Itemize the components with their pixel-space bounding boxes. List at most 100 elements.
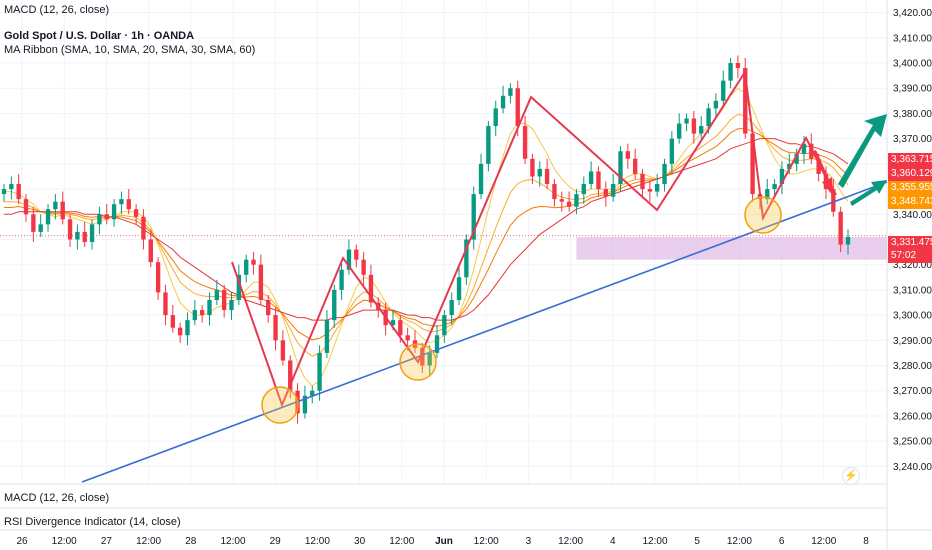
candle-body xyxy=(155,262,161,293)
candle-body xyxy=(288,360,293,391)
candle-body xyxy=(721,80,726,101)
candle-body xyxy=(618,151,623,185)
supply-zone xyxy=(576,236,887,260)
candle-body xyxy=(221,289,227,311)
candle-body xyxy=(368,274,374,303)
pivot-circle xyxy=(744,196,782,234)
ma-60-line xyxy=(4,138,849,321)
candle-body xyxy=(324,320,330,353)
x-tick-label: 12:00 xyxy=(811,536,836,547)
candle-body xyxy=(60,201,65,220)
time-axis[interactable]: 26 12:00 27 12:00 28 12:00 29 12:00 30 12:00 Jun 12… xyxy=(16,536,869,547)
candle-body xyxy=(111,204,117,220)
candle-body xyxy=(765,189,770,200)
candle-body xyxy=(67,219,73,240)
y-tick-label: 3,380.000 xyxy=(893,109,932,120)
y-tick-label: 3,340.000 xyxy=(893,210,932,221)
candle-body xyxy=(280,340,286,361)
candle-body xyxy=(82,231,87,242)
candle-body xyxy=(398,320,403,336)
candle-body xyxy=(581,184,586,195)
candle-body xyxy=(89,224,95,242)
candle-body xyxy=(508,88,513,96)
lightning-icon[interactable]: ⚡ xyxy=(842,467,860,485)
candle-body xyxy=(449,299,454,316)
trendline xyxy=(81,181,888,483)
candle-body xyxy=(735,63,741,69)
candle-body xyxy=(610,184,616,197)
pivot-circle xyxy=(261,386,299,424)
x-tick-label: 12:00 xyxy=(52,536,77,547)
candle-body xyxy=(632,158,638,174)
candle-body xyxy=(464,239,469,278)
x-tick-label: 12:00 xyxy=(136,536,161,547)
symbol-title[interactable]: Gold Spot / U.S. Dollar · 1h · OANDA xyxy=(4,30,195,42)
price-tag-ma-1: 3,363.715 xyxy=(888,153,932,167)
candle-body xyxy=(442,315,447,336)
candle-body xyxy=(654,184,660,192)
candle-body xyxy=(486,126,491,164)
candle-body xyxy=(258,264,264,300)
candle-body xyxy=(809,143,814,159)
x-tick-label: 12:00 xyxy=(389,536,414,547)
candle-body xyxy=(772,184,777,190)
candle-body xyxy=(214,289,220,300)
candle-body xyxy=(750,133,755,195)
y-tick-label: 3,250.000 xyxy=(893,437,932,448)
candle-body xyxy=(838,211,843,245)
ma-20-line xyxy=(4,113,849,357)
candle-body xyxy=(126,199,131,210)
x-tick-label: 3 xyxy=(526,536,532,547)
candle-body xyxy=(662,163,667,185)
candle-body xyxy=(185,320,190,336)
rsi-pane-label[interactable]: RSI Divergence Indicator (14, close) xyxy=(4,516,181,528)
candle-body xyxy=(434,335,440,353)
candle-body xyxy=(794,153,799,164)
price-tag-ma-4: 3,348.743 xyxy=(888,195,932,209)
candle-body xyxy=(53,201,58,210)
candle-body xyxy=(207,299,212,316)
y-tick-label: 3,270.000 xyxy=(893,386,932,397)
candle-body xyxy=(713,100,719,109)
resistance-zone xyxy=(0,235,887,260)
ma-30-line xyxy=(4,128,849,341)
candle-body xyxy=(405,335,410,341)
y-tick-label: 3,370.000 xyxy=(893,134,932,145)
x-tick-label: 26 xyxy=(16,536,28,547)
candle-body xyxy=(38,224,43,232)
candle-body xyxy=(559,199,564,202)
candle-body xyxy=(552,184,557,200)
candle-body xyxy=(390,320,396,326)
x-tick-label: 6 xyxy=(779,536,785,547)
price-tag-ma-3: 3,355.955 xyxy=(888,181,932,195)
x-tick-label: 12:00 xyxy=(474,536,499,547)
candle-body xyxy=(640,173,645,190)
candle-body xyxy=(346,249,352,270)
candle-body xyxy=(588,171,594,185)
candle-body xyxy=(104,214,109,220)
candle-body xyxy=(1,189,7,195)
price-tag-countdown: 57:02 xyxy=(888,249,932,263)
price-axis[interactable]: 3,420.000 3,410.000 3,400.000 3,390.000 3,38… xyxy=(893,8,932,473)
macd-legend-top[interactable]: MACD (12, 26, close) xyxy=(4,4,110,16)
candle-body xyxy=(603,189,608,197)
x-tick-label: 29 xyxy=(270,536,282,547)
candle-body xyxy=(699,126,704,134)
y-tick-label: 3,420.000 xyxy=(893,8,932,19)
candle-body xyxy=(354,249,359,260)
candle-body xyxy=(273,315,278,341)
bullish-arrow xyxy=(850,180,887,206)
macd-pane-label[interactable]: MACD (12, 26, close) xyxy=(4,492,110,504)
candle-body xyxy=(266,299,271,316)
candle-body xyxy=(544,168,550,185)
drawings xyxy=(81,69,888,483)
ma-ribbon-legend[interactable]: MA Ribbon (SMA, 10, SMA, 20, SMA, 30, SM… xyxy=(4,44,256,56)
zigzag-pattern xyxy=(231,69,837,408)
x-tick-label: 30 xyxy=(354,536,366,547)
candle-body xyxy=(691,118,697,134)
candle-body xyxy=(97,214,102,225)
x-tick-label: 12:00 xyxy=(727,536,752,547)
candle-body xyxy=(522,126,528,159)
candle-body xyxy=(574,194,579,207)
